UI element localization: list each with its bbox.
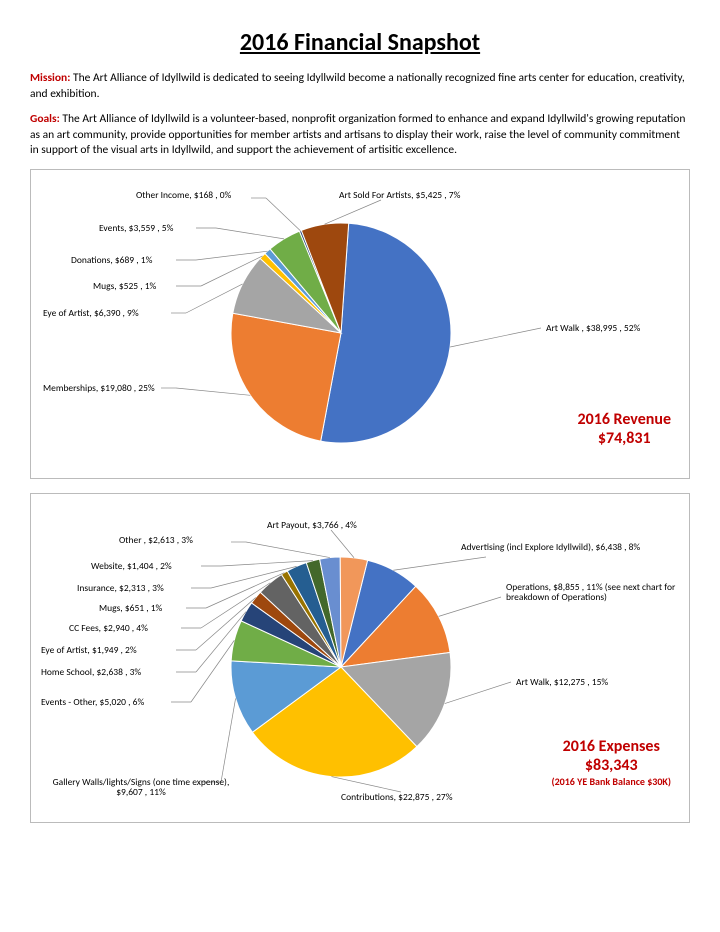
- revenue-title: 2016 Revenue: [577, 410, 671, 429]
- pie-label: Insurance, $2,313 , 3%: [77, 583, 164, 593]
- goals-text: The Art Alliance of Idyllwild is a volun…: [30, 112, 685, 157]
- pie-label: Art Walk , $38,995 , 52%: [546, 323, 640, 333]
- expense-total: $83,343: [551, 756, 671, 775]
- pie-label: Art Payout, $3,766 , 4%: [267, 520, 357, 530]
- expense-summary: 2016 Expenses $83,343 (2016 YE Bank Bala…: [551, 737, 671, 788]
- expense-title: 2016 Expenses: [551, 737, 671, 756]
- pie-label: Other Income, $168 , 0%: [136, 190, 231, 200]
- pie-label: Website, $1,404 , 2%: [91, 561, 172, 571]
- pie-label: Donations, $689 , 1%: [71, 255, 152, 265]
- goals-label: Goals:: [30, 112, 60, 126]
- pie-label: Events, $3,559 , 5%: [99, 223, 173, 233]
- pie-label: Mugs, $651 , 1%: [99, 603, 162, 613]
- page-title: 2016 Financial Snapshot: [30, 28, 690, 57]
- pie-label: Eye of Artist, $6,390 , 9%: [43, 308, 139, 318]
- pie-label: Eye of Artist, $1,949 , 2%: [41, 645, 137, 655]
- goals-paragraph: Goals: The Art Alliance of Idyllwild is …: [30, 112, 690, 159]
- revenue-chart-container: 2016 Revenue $74,831 Art Walk , $38,995 …: [30, 169, 690, 479]
- pie-label: Operations, $8,855 , 11% (see next chart…: [506, 582, 676, 603]
- pie-slice: [231, 313, 341, 441]
- pie-label: Memberships, $19,080 , 25%: [43, 383, 155, 393]
- pie-label: Home School, $2,638 , 3%: [41, 667, 141, 677]
- pie-label: Advertising (incl Explore Idyllwild), $6…: [461, 542, 661, 552]
- mission-text: The Art Alliance of Idyllwild is dedicat…: [30, 71, 685, 101]
- mission-label: Mission:: [30, 71, 70, 85]
- pie-label: Other , $2,613 , 3%: [119, 535, 193, 545]
- mission-paragraph: Mission: The Art Alliance of Idyllwild i…: [30, 71, 690, 102]
- revenue-summary: 2016 Revenue $74,831: [577, 410, 671, 448]
- expense-chart-container: 2016 Expenses $83,343 (2016 YE Bank Bala…: [30, 493, 690, 823]
- pie-label: Art Walk, $12,275 , 15%: [516, 677, 608, 687]
- pie-label: Art Sold For Artists, $5,425 , 7%: [339, 190, 460, 200]
- pie-label: Contributions, $22,875 , 27%: [341, 792, 453, 802]
- pie-label: Events - Other, $5,020 , 6%: [41, 697, 144, 707]
- pie-label: CC Fees, $2,940 , 4%: [69, 623, 148, 633]
- pie-label: Gallery Walls/lights/Signs (one time exp…: [41, 777, 241, 798]
- revenue-total: $74,831: [577, 429, 671, 448]
- expense-subtitle: (2016 YE Bank Balance $30K): [551, 775, 671, 788]
- pie-label: Mugs, $525 , 1%: [93, 281, 156, 291]
